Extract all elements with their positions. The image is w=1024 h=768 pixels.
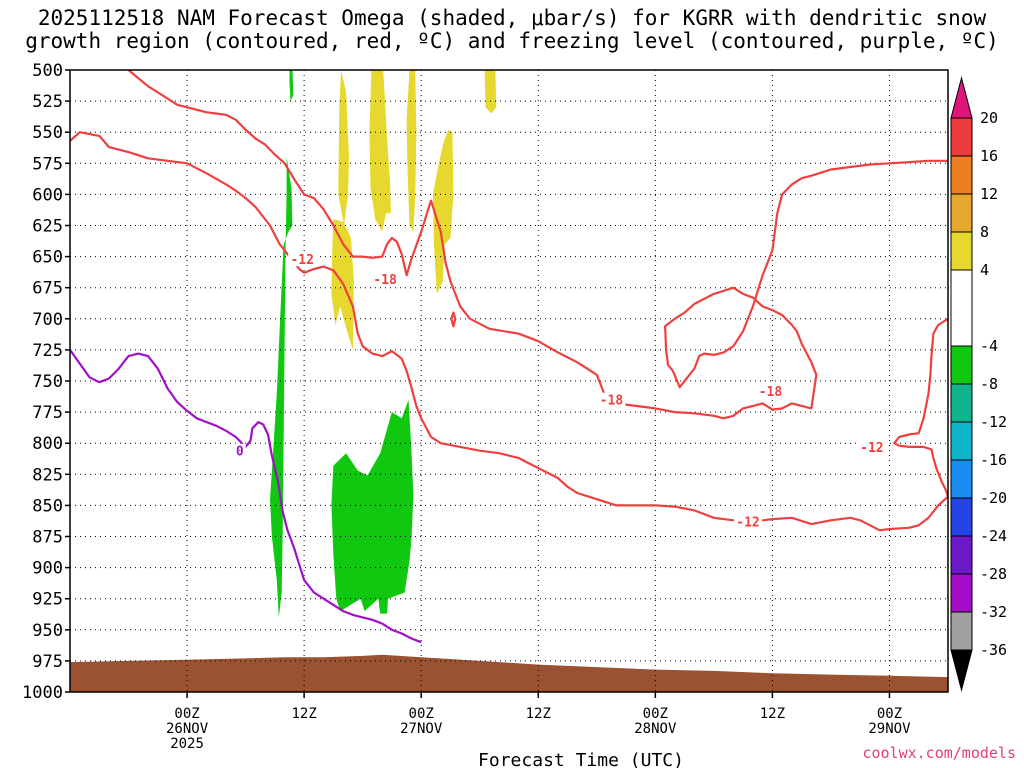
y-tick-label: 625 bbox=[32, 217, 63, 237]
colorbar-tick-label: 20 bbox=[980, 109, 998, 127]
colorbar-tick-label: 12 bbox=[980, 185, 998, 203]
chart-title-line-1: 2025112518 NAM Forecast Omega (shaded, μ… bbox=[37, 6, 987, 30]
colorbar-tick-label: 8 bbox=[980, 223, 989, 241]
colorbar-bin bbox=[950, 76, 973, 119]
y-tick-label: 775 bbox=[32, 403, 63, 423]
x-tick-label: 12Z bbox=[291, 706, 316, 722]
y-tick-label: 750 bbox=[32, 372, 63, 392]
freezing-level-contour-label: 0 bbox=[236, 445, 244, 460]
dgz-contour-line bbox=[127, 70, 948, 420]
colorbar-tick-label: -36 bbox=[980, 641, 1007, 659]
colorbar-bin bbox=[950, 155, 973, 195]
dgz-contour-label: -18 bbox=[373, 273, 397, 288]
dgz-contour-line bbox=[70, 131, 948, 532]
colorbar-bin bbox=[950, 193, 973, 233]
y-tick-label: 525 bbox=[32, 92, 63, 112]
y-tick-label: 850 bbox=[32, 496, 63, 516]
colorbar-bin bbox=[950, 459, 973, 499]
y-tick-label: 575 bbox=[32, 154, 63, 174]
colorbar-tick-label: 4 bbox=[980, 261, 989, 279]
colorbar-bin bbox=[950, 611, 973, 651]
omega-region bbox=[331, 399, 414, 614]
omega-region bbox=[270, 157, 293, 618]
y-tick-label: 550 bbox=[32, 123, 63, 143]
terrain-fill bbox=[70, 654, 948, 692]
y-tick-label: 950 bbox=[32, 621, 63, 641]
omega-region bbox=[432, 129, 454, 294]
dgz-contour-label-bg bbox=[371, 271, 400, 286]
colorbar-tick-label: -8 bbox=[980, 375, 998, 393]
y-tick-label: 975 bbox=[32, 652, 63, 672]
colorbar-bin bbox=[950, 649, 973, 692]
y-tick-label: 650 bbox=[32, 248, 63, 268]
y-tick-label: 675 bbox=[32, 279, 63, 299]
site-credit: coolwx.com/models bbox=[862, 744, 1016, 762]
x-tick-label: 00Z bbox=[877, 706, 902, 722]
y-tick-label: 700 bbox=[32, 310, 63, 330]
x-tick-label: 00Z bbox=[409, 706, 434, 722]
colorbar-bin bbox=[950, 269, 973, 347]
omega-region bbox=[338, 70, 349, 226]
y-tick-label: 900 bbox=[32, 559, 63, 579]
x-tick-label: 12Z bbox=[526, 706, 551, 722]
colorbar-bin bbox=[950, 345, 973, 385]
colorbar-bin bbox=[950, 497, 973, 537]
y-tick-label: 1000 bbox=[22, 683, 63, 703]
x-tick-label: 00Z bbox=[643, 706, 668, 722]
dgz-contour-label-bg bbox=[756, 383, 785, 398]
colorbar-tick-label: -20 bbox=[980, 489, 1007, 507]
y-tick-label: 600 bbox=[32, 185, 63, 205]
dgz-contour-label: -12 bbox=[290, 253, 313, 268]
dgz-contour-line bbox=[450, 311, 457, 328]
colorbar-bin bbox=[950, 573, 973, 613]
x-tick-label: 12Z bbox=[760, 706, 785, 722]
colorbar-bin bbox=[950, 535, 973, 575]
colorbar-tick-label: 16 bbox=[980, 147, 998, 165]
colorbar-tick-label: -4 bbox=[980, 337, 998, 355]
dgz-contour-label: -18 bbox=[759, 385, 783, 400]
colorbar-tick-label: -24 bbox=[980, 527, 1007, 545]
omega-region bbox=[484, 70, 497, 114]
omega-region bbox=[369, 70, 391, 232]
x-tick-label: 29NOV bbox=[868, 721, 911, 737]
colorbar-bin bbox=[950, 421, 973, 461]
omega-region bbox=[406, 70, 417, 232]
colorbar-bin bbox=[950, 231, 973, 271]
freezing-level-contour-label-bg bbox=[233, 443, 246, 458]
chart-title-line-2: growth region (contoured, red, ºC) and f… bbox=[25, 29, 999, 53]
plot-area: -12 -12 -12 -18 -18 -18 0 bbox=[70, 70, 948, 692]
y-tick-label: 925 bbox=[32, 590, 63, 610]
colorbar-bin bbox=[950, 383, 973, 423]
dgz-contour-label-bg bbox=[597, 392, 626, 407]
colorbar-tick-label: -12 bbox=[980, 413, 1007, 431]
dgz-contour-label-bg bbox=[857, 439, 886, 454]
dgz-contour-label: -18 bbox=[600, 394, 624, 409]
colorbar-tick-label: -32 bbox=[980, 603, 1007, 621]
y-tick-label: 875 bbox=[32, 528, 63, 548]
y-tick-label: 500 bbox=[32, 61, 63, 81]
x-tick-label: 00Z bbox=[174, 706, 199, 722]
omega-region bbox=[289, 70, 294, 102]
y-tick-label: 800 bbox=[32, 434, 63, 454]
x-tick-label: 28NOV bbox=[634, 721, 677, 737]
x-tick-label: 2025 bbox=[170, 736, 204, 752]
x-tick-label: 26NOV bbox=[166, 721, 209, 737]
dgz-contour-label-bg bbox=[288, 252, 317, 267]
x-tick-label: 27NOV bbox=[400, 721, 443, 737]
dgz-contour-label-bg bbox=[734, 514, 763, 529]
dgz-contour-label: -12 bbox=[860, 441, 883, 456]
y-tick-label: 825 bbox=[32, 465, 63, 485]
dgz-contour-label: -12 bbox=[736, 516, 759, 531]
colorbar-bin bbox=[950, 117, 973, 157]
x-axis-label: Forecast Time (UTC) bbox=[478, 750, 684, 768]
y-tick-label: 725 bbox=[32, 341, 63, 361]
freezing-level-contour-line bbox=[70, 349, 422, 644]
colorbar-tick-label: -28 bbox=[980, 565, 1007, 583]
colorbar-tick-label: -16 bbox=[980, 451, 1007, 469]
